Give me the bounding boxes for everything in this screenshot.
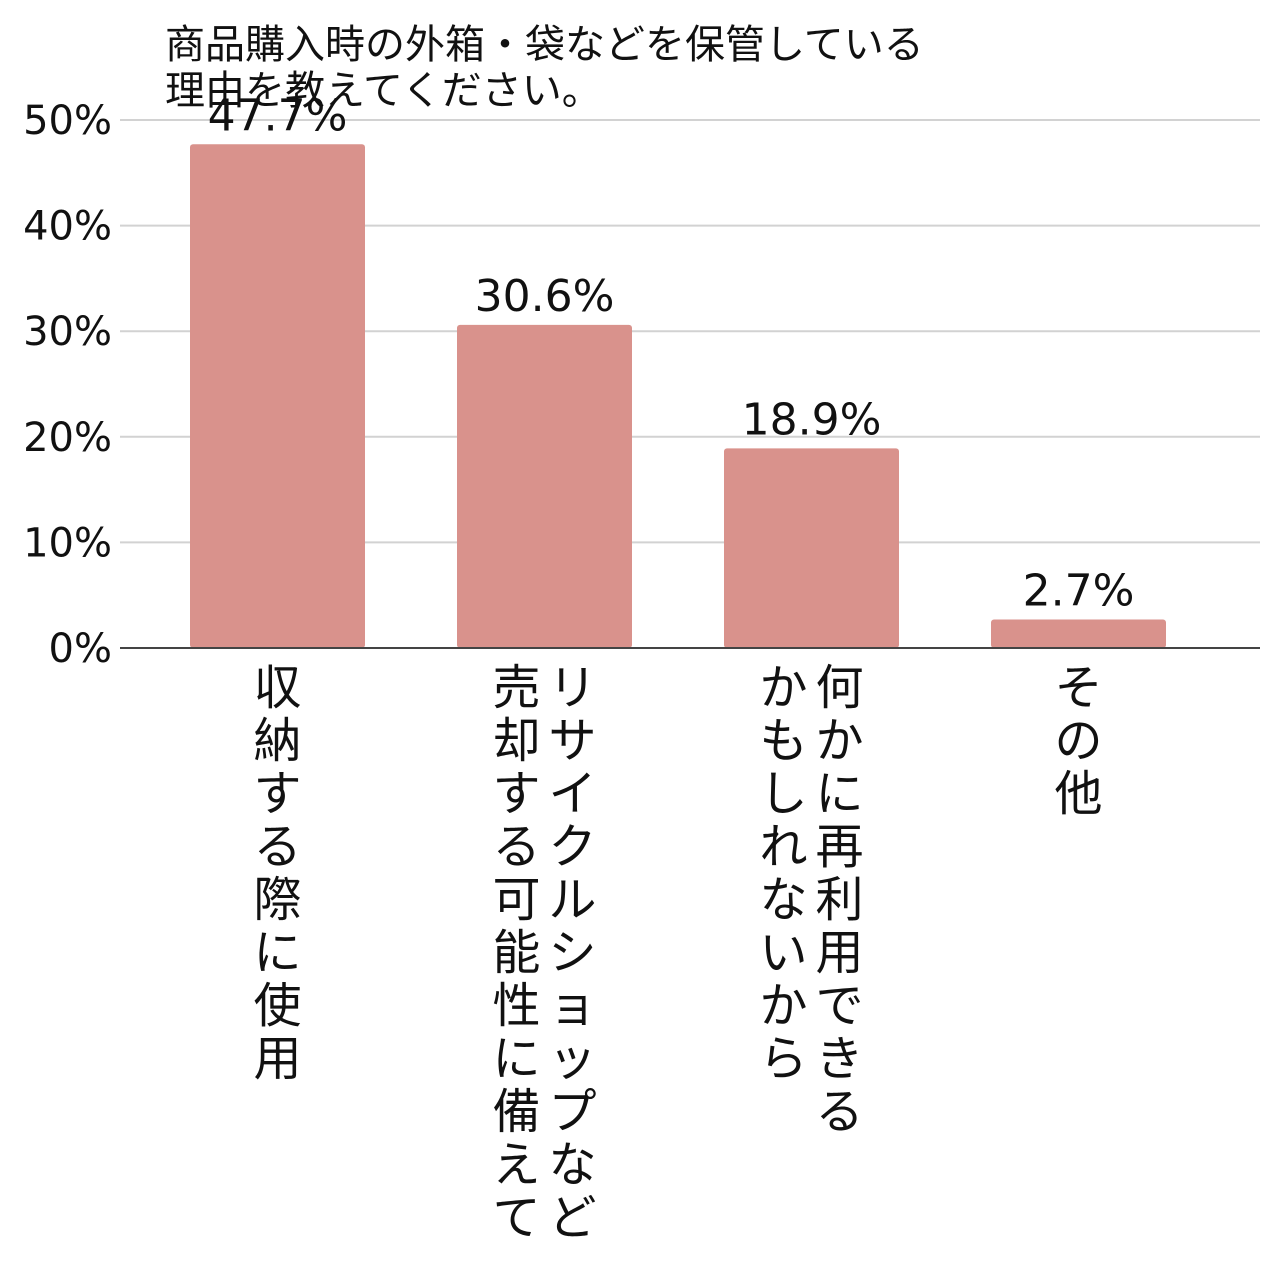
category-label-char: ル xyxy=(548,872,596,928)
y-axis-tick-labels: 0% 10% 20% 30% 40% 50% xyxy=(23,98,112,672)
category-label-char: き xyxy=(815,1031,863,1087)
category-label-char: の xyxy=(1054,713,1102,769)
category-label-char: ら xyxy=(759,1031,807,1087)
category-label-char: て xyxy=(492,1190,540,1246)
category-label-char: な xyxy=(759,872,807,928)
y-tick-label: 20% xyxy=(23,415,112,461)
category-label: その他 xyxy=(1054,660,1102,822)
category-label-char: 売 xyxy=(492,660,540,716)
category-label-char: ッ xyxy=(548,1031,596,1087)
category-label-char: ど xyxy=(548,1190,596,1246)
category-label-char: に xyxy=(815,766,863,822)
data-label: 47.7% xyxy=(208,90,348,141)
category-label-char: 利 xyxy=(815,872,863,928)
category-label-char: え xyxy=(492,1137,540,1193)
category-label-char: ョ xyxy=(548,978,596,1034)
chart-title-line-2: 理由を教えてください。 xyxy=(165,68,602,114)
data-labels: 47.7% 30.6% 18.9% 2.7% xyxy=(208,90,1135,616)
bars xyxy=(190,144,1166,648)
category-label-char: プ xyxy=(548,1084,596,1140)
chart-title-line-1: 商品購入時の外箱・袋などを保管している xyxy=(165,22,924,68)
category-label-char: る xyxy=(492,819,540,875)
category-label-char: か xyxy=(759,660,807,716)
bar xyxy=(724,448,899,648)
category-label-char: イ xyxy=(548,766,596,822)
category-label-char: 他 xyxy=(1054,766,1102,822)
y-tick-label: 40% xyxy=(23,204,112,250)
category-label-char: 用 xyxy=(253,1031,301,1087)
category-label-char: に xyxy=(253,925,301,981)
category-label-char: 能 xyxy=(492,925,540,981)
category-label-char: ク xyxy=(548,819,596,875)
category-label-char: 却 xyxy=(492,713,540,769)
category-label-char: サ xyxy=(548,713,596,769)
category-label-char: で xyxy=(815,978,863,1034)
y-tick-label: 10% xyxy=(23,520,112,566)
category-label-char: な xyxy=(548,1137,596,1193)
category-label-char: 何 xyxy=(815,660,863,716)
category-label-char: 性 xyxy=(492,978,540,1034)
bar xyxy=(457,324,632,648)
y-tick-label: 50% xyxy=(23,98,112,144)
category-label-char: も xyxy=(759,713,807,769)
y-tick-label: 0% xyxy=(49,626,112,672)
category-label-char: る xyxy=(253,819,301,875)
category-label-char: 際 xyxy=(253,872,301,928)
data-label: 30.6% xyxy=(475,271,615,322)
data-label: 18.9% xyxy=(742,394,882,445)
category-label-char: 再 xyxy=(815,819,863,875)
category-label-char: か xyxy=(759,978,807,1034)
chart-title: 商品購入時の外箱・袋などを保管している 理由を教えてください。 xyxy=(165,22,924,114)
category-label-char: 用 xyxy=(815,925,863,981)
category-label-char: す xyxy=(253,766,301,822)
category-labels: 収納する際に使用リサイクルショップなど売却する可能性に備えて何かに再利用できるか… xyxy=(253,660,1102,1246)
data-label: 2.7% xyxy=(1023,565,1135,616)
category-label-char: に xyxy=(492,1031,540,1087)
category-label-char: そ xyxy=(1054,660,1102,716)
bar xyxy=(991,619,1166,648)
category-label-char: リ xyxy=(548,660,596,716)
category-label-char: し xyxy=(759,766,807,822)
category-label-char: る xyxy=(815,1084,863,1140)
category-label-char: い xyxy=(759,925,807,981)
category-label-char: れ xyxy=(759,819,807,875)
category-label-char: 使 xyxy=(253,978,301,1034)
category-label-char: か xyxy=(815,713,863,769)
category-label-char: 備 xyxy=(492,1084,540,1140)
category-label-char: 収 xyxy=(253,660,301,716)
category-label-char: 納 xyxy=(253,713,301,769)
category-label-char: 可 xyxy=(492,872,540,928)
category-label-char: シ xyxy=(548,925,596,981)
y-tick-label: 30% xyxy=(23,309,112,355)
bar xyxy=(190,144,365,648)
category-label-char: す xyxy=(492,766,540,822)
